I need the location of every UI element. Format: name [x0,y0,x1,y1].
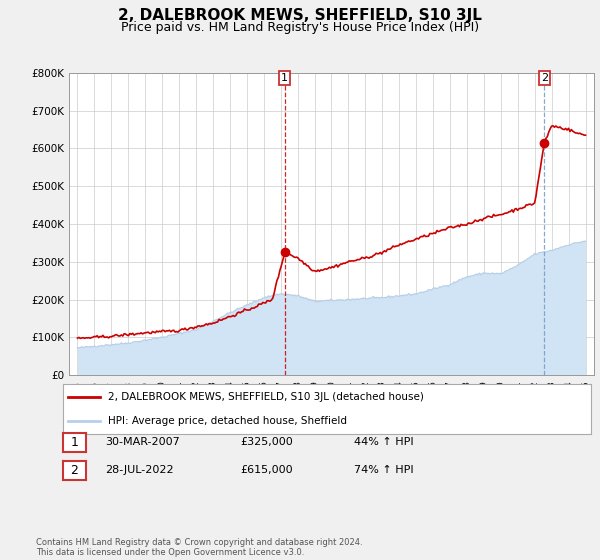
Text: £615,000: £615,000 [240,465,293,475]
Text: 1: 1 [70,436,79,449]
Text: £325,000: £325,000 [240,437,293,447]
Text: 74% ↑ HPI: 74% ↑ HPI [354,465,413,475]
Text: 1: 1 [281,73,288,83]
Text: 2: 2 [70,464,79,477]
Text: Price paid vs. HM Land Registry's House Price Index (HPI): Price paid vs. HM Land Registry's House … [121,21,479,34]
Text: 28-JUL-2022: 28-JUL-2022 [105,465,173,475]
Text: Contains HM Land Registry data © Crown copyright and database right 2024.
This d: Contains HM Land Registry data © Crown c… [36,538,362,557]
Text: 30-MAR-2007: 30-MAR-2007 [105,437,180,447]
Text: HPI: Average price, detached house, Sheffield: HPI: Average price, detached house, Shef… [108,417,347,426]
Text: 2, DALEBROOK MEWS, SHEFFIELD, S10 3JL: 2, DALEBROOK MEWS, SHEFFIELD, S10 3JL [118,8,482,24]
Text: 44% ↑ HPI: 44% ↑ HPI [354,437,413,447]
Text: 2: 2 [541,73,548,83]
Text: 2, DALEBROOK MEWS, SHEFFIELD, S10 3JL (detached house): 2, DALEBROOK MEWS, SHEFFIELD, S10 3JL (d… [108,392,424,402]
